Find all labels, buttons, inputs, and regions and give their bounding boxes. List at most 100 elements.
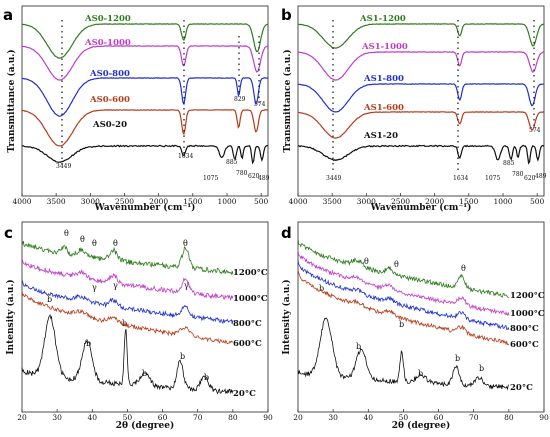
panel-c-mark-theta-2: θ (80, 235, 85, 244)
panel-c-xtick-label-5: 70 (193, 413, 203, 422)
panel-a-ann-620: 620 (248, 173, 260, 180)
panel-d-mark-b-3: b (399, 320, 404, 329)
panel-b-ann-620: 620 (524, 175, 536, 182)
panel-c-series-3 (21, 289, 234, 345)
panel-b-ann-885: 885 (503, 160, 515, 167)
panel-c-frame (21, 221, 269, 413)
panel-d-series-4 (297, 317, 510, 391)
panel-b-label-600: AS1-600 (363, 103, 404, 113)
panel-c-series-4 (21, 313, 234, 395)
panel-a-xlabel: Wavenumber (cm⁻¹) (94, 202, 196, 213)
panel-b-ann-1634: 1634 (453, 175, 468, 182)
panel-c-series-2 (21, 279, 234, 325)
panel-b-frame (297, 5, 545, 197)
panel-b-series-4 (297, 144, 545, 165)
panel-d-mark-theta-2: θ (394, 260, 399, 269)
panel-d-xtick-label-2: 40 (364, 413, 374, 422)
panel-d-series-2 (297, 259, 510, 330)
panel-b-series-1 (297, 51, 545, 81)
panel-a-label-1000: AS0-1000 (84, 38, 131, 48)
panel-a-series-0 (21, 23, 269, 59)
panel-d-label-600: 600°C (510, 340, 539, 350)
panel-c-xtick-label-2: 40 (88, 413, 98, 422)
panel-c-label-800: 800°C (233, 319, 262, 329)
panel-c-label-1000: 1000°C (233, 294, 268, 304)
panel-b-xtick-label-1: 3500 (323, 197, 342, 206)
panel-c-label-1200: 1200°C (233, 268, 268, 278)
panel-a-ylabel: Transmittance (a.u.) (6, 49, 17, 152)
panel-c-ylabel: Intensity (a.u.) (5, 279, 16, 354)
panel-a-ann-1634: 1634 (178, 153, 193, 160)
panel-a-xtick-label-0: 4000 (12, 197, 31, 206)
panel-a-ann-780: 780 (236, 170, 248, 177)
panel-a-ann-885: 885 (226, 159, 238, 166)
panel-a-ann-3449: 3449 (56, 163, 71, 170)
panel-a-label-600: AS0-600 (89, 95, 130, 105)
panel-b-ann-489: 489 (535, 173, 547, 180)
panel-a-ann-1075: 1075 (203, 175, 218, 182)
panel-b-xtick-label-0: 4000 (288, 197, 307, 206)
panel-d-frame (297, 221, 545, 413)
panel-d-xtick-label-4: 60 (434, 413, 444, 422)
panel-b-label-1000: AS1-1000 (361, 42, 408, 52)
panel-b-label-20: AS1-20 (363, 131, 398, 141)
panel-c-mark-b-5: b (180, 352, 185, 361)
panel-c-mark-theta-3: θ (92, 239, 97, 248)
panel-letter-d: d (281, 224, 292, 242)
panel-c-mark-b-3: b (122, 319, 127, 328)
panel-c-xlabel: 2θ (degree) (116, 420, 174, 431)
panel-c-mark-b-2: b (86, 339, 91, 348)
panel-c-xtick-label-6: 80 (228, 413, 238, 422)
panel-d-mark-theta-3: θ (461, 264, 466, 273)
panel-b-xtick-label-7: 500 (530, 197, 545, 206)
panel-d-mark-b-4: b (418, 369, 423, 378)
panel-c-mark-b-1: b (47, 295, 52, 304)
panel-d-xtick-label-1: 30 (328, 413, 338, 422)
panel-a-ann-489: 489 (258, 175, 270, 182)
panel-c-xtick-label-4: 60 (158, 413, 168, 422)
panel-a-xtick-label-6: 1000 (217, 197, 236, 206)
panel-letter-c: c (4, 224, 13, 242)
panel-letter-a: a (3, 6, 13, 24)
chart-marks: 4000 3500 3000 2500 2000 1500 1000 500 4000 3500 3… (12, 20, 549, 422)
panel-a-series-1 (21, 45, 269, 81)
panel-c-series-0 (21, 239, 234, 276)
panel-b-xtick-label-3: 2500 (391, 197, 410, 206)
panel-a-ann-829: 829 (234, 96, 246, 103)
panel-c-xtick-label-3: 50 (123, 413, 133, 422)
panel-b-xtick-label-6: 1000 (493, 197, 512, 206)
panel-b-ann-574: 574 (529, 127, 541, 134)
panel-d-xtick-label-6: 80 (504, 413, 514, 422)
panel-a-frame (21, 5, 269, 197)
panel-b-xlabel: Wavenumber (cm⁻¹) (370, 202, 472, 213)
panel-b-ann-1075: 1075 (485, 175, 500, 182)
panel-a-label-20: AS0-20 (92, 120, 127, 130)
panel-a-ann-574: 574 (254, 101, 266, 108)
panel-a-series-4 (21, 144, 269, 165)
panel-b-series-3 (297, 111, 544, 139)
panel-c-mark-gamma-2: γ (113, 281, 118, 290)
panel-b-series-0 (297, 23, 545, 49)
panel-d-series-1 (297, 249, 510, 316)
panel-letter-b: b (281, 6, 292, 24)
panel-b-ann-3449: 3449 (326, 175, 341, 182)
panel-d-series-0 (297, 237, 510, 298)
panel-b-ann-780: 780 (512, 171, 524, 178)
panel-a-series-3 (21, 109, 269, 147)
panel-c-mark-theta-4: θ (113, 239, 118, 248)
panel-a-series-2 (21, 77, 269, 117)
panel-b-ylabel: Transmittance (a.u.) (282, 49, 293, 152)
panel-a-xtick-label-4: 2000 (149, 197, 168, 206)
panel-b-xtick-label-5: 1500 (459, 197, 478, 206)
panel-c-series-1 (21, 257, 234, 302)
panel-a-xtick-label-3: 2500 (115, 197, 134, 206)
panel-d-mark-b-5: b (455, 354, 460, 363)
panel-c-xtick-label-7: 90 (263, 413, 273, 422)
panel-c-mark-theta-5: θ (183, 239, 188, 248)
panel-d-label-1000: 1000°C (510, 309, 545, 319)
panel-c-label-600: 600°C (233, 339, 262, 349)
panel-d-mark-theta-1: θ (364, 257, 369, 266)
panel-a-xtick-label-7: 500 (254, 197, 269, 206)
panel-c-xtick-label-1: 30 (52, 413, 62, 422)
panel-d-ylabel: Intensity (a.u.) (281, 279, 292, 354)
